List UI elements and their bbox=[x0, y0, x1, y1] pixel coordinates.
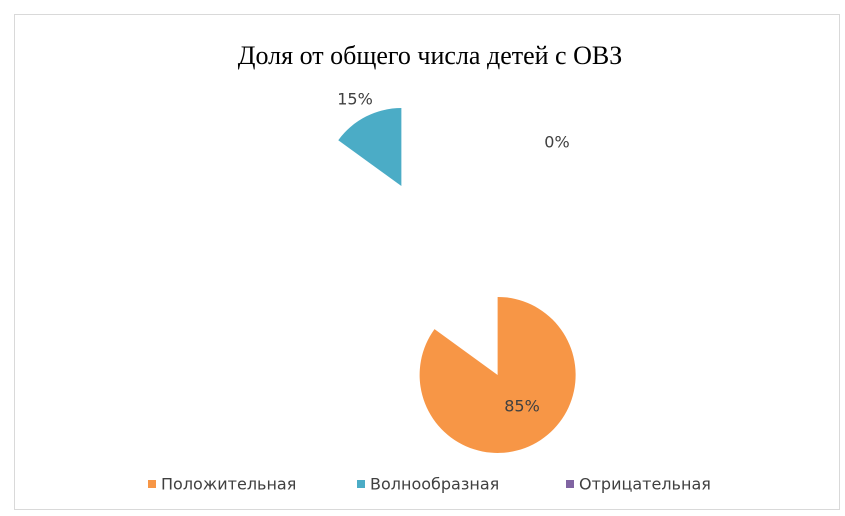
legend-label: Отрицательная bbox=[579, 475, 711, 494]
legend-swatch bbox=[566, 480, 574, 488]
legend-swatch bbox=[357, 480, 365, 488]
data-label: 0% bbox=[544, 133, 569, 152]
legend-swatch bbox=[148, 480, 156, 488]
data-label: 15% bbox=[337, 90, 373, 109]
pie-slice bbox=[419, 296, 576, 453]
chart-title: Доля от общего числа детей с ОВЗ bbox=[238, 41, 622, 70]
legend-label: Волнообразная bbox=[370, 475, 499, 494]
data-label: 85% bbox=[504, 397, 540, 416]
pie-slice bbox=[338, 108, 402, 187]
chart-frame bbox=[14, 14, 840, 510]
legend-label: Положительная bbox=[161, 475, 296, 494]
